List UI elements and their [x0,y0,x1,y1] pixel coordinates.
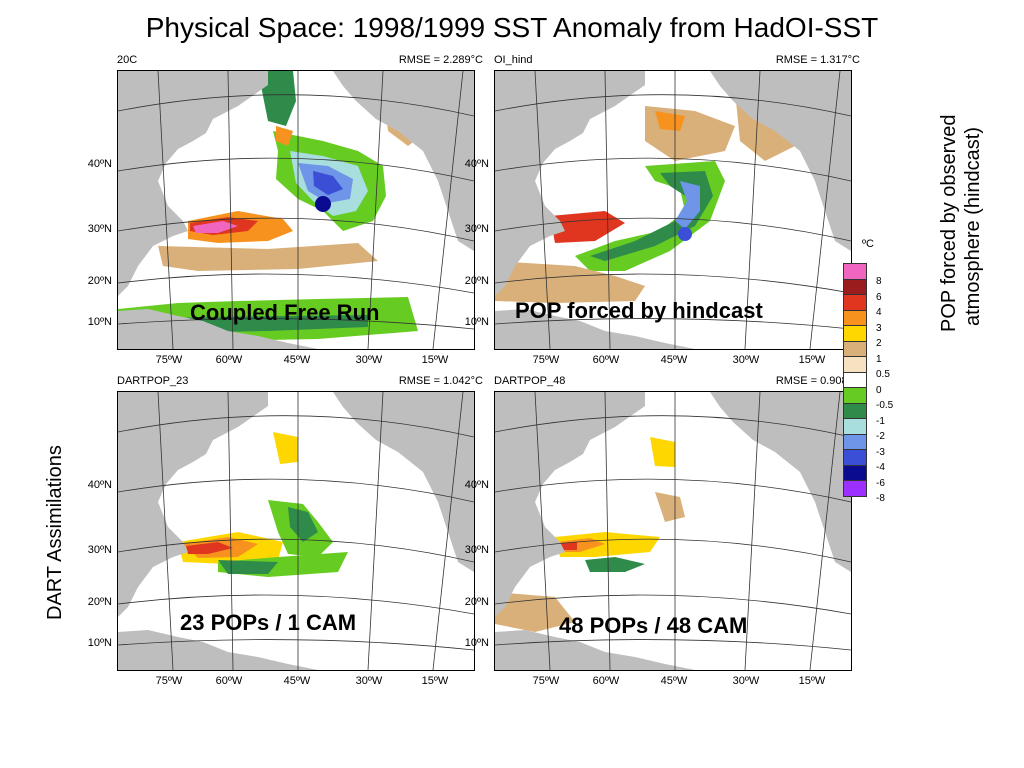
lat-tick-label: 20ºN [87,275,112,287]
colorbar-tick-label: 1 [876,353,882,365]
colorbar-swatch [843,418,867,435]
lon-tick-label: 30ºW [732,675,760,687]
lon-tick-label: 75ºW [155,354,183,366]
panel-overlay-label: 48 POPs / 48 CAM [559,613,748,638]
colorbar-tick-label: -4 [876,462,885,473]
page-title: Physical Space: 1998/1999 SST Anomaly fr… [145,12,879,43]
panel-name: 20C [117,54,138,66]
lat-tick-label: 30ºN [464,544,489,556]
colorbar-unit: ºC [862,238,874,250]
colorbar-tick-label: 3 [876,322,882,334]
colorbar-swatch [843,387,867,404]
panel-overlay-label: 23 POPs / 1 CAM [180,610,357,635]
colorbar-swatch [843,480,867,497]
panel-overlay-label: Coupled Free Run [190,300,380,325]
colorbar-tick-label: 0 [876,384,882,396]
colorbar-tick-label: 0.5 [876,369,890,380]
panel-overlay-label: POP forced by hindcast [515,298,763,323]
colorbar-swatch [843,340,867,357]
colorbar-swatch [843,356,867,373]
colorbar-swatch [843,464,867,481]
lon-tick-label: 30ºW [732,354,760,366]
colorbar [843,263,867,497]
lon-tick-label: 60ºW [215,354,243,366]
lon-tick-label: 15ºW [798,675,826,687]
colorbar-tick-label: -3 [876,446,885,458]
lon-tick-label: 75ºW [155,675,183,687]
lat-tick-label: 40ºN [464,158,489,170]
colorbar-tick-label: -6 [876,477,885,489]
colorbar-tick-label: 2 [876,338,882,349]
sst-anomaly-map [494,391,852,671]
lat-tick-label: 10ºN [464,637,489,649]
colorbar-tick-label: -1 [876,415,885,427]
lat-tick-label: 20ºN [464,275,489,287]
lat-tick-label: 20ºN [87,596,112,608]
lon-tick-label: 30ºW [355,354,383,366]
panel-rmse: RMSE = 1.042°C [398,375,483,387]
colorbar-tick-label: 8 [876,276,882,287]
lon-tick-label: 45ºW [283,354,311,366]
colorbar-swatch [843,325,867,342]
colorbar-swatch [843,263,867,280]
colorbar-tick-label: 4 [876,307,882,318]
lon-tick-label: 15ºW [798,354,826,366]
colorbar-tick-label: 6 [876,291,882,303]
right-axis-label-line2: atmosphere (hindcast) [962,127,984,326]
panel-name: OI_hind [494,54,533,66]
left-axis-label: DART Assimilations [44,445,66,620]
lon-tick-label: 75ºW [532,675,560,687]
lat-tick-label: 40ºN [464,479,489,491]
lon-tick-label: 45ºW [283,675,311,687]
colorbar-swatch [843,402,867,419]
lon-tick-label: 15ºW [421,675,449,687]
lat-tick-label: 30ºN [464,223,489,235]
sst-anomaly-map [494,70,852,350]
panel-name: DARTPOP_23 [117,375,189,387]
lat-tick-label: 10ºN [87,316,112,328]
colorbar-swatch [843,433,867,450]
lon-tick-label: 60ºW [592,675,620,687]
lon-tick-label: 45ºW [660,354,688,366]
colorbar-swatch [843,371,867,388]
lat-tick-label: 10ºN [464,316,489,328]
lat-tick-label: 10ºN [87,637,112,649]
lon-tick-label: 75ºW [532,354,560,366]
lon-tick-label: 30ºW [355,675,383,687]
colorbar-swatch [843,309,867,326]
colorbar-swatch [843,294,867,311]
colorbar-tick-label: -0.5 [876,400,894,411]
panel-name: DARTPOP_48 [494,375,566,387]
lon-tick-label: 45ºW [660,675,688,687]
lon-tick-label: 60ºW [592,354,620,366]
lat-tick-label: 30ºN [87,544,112,556]
panel-rmse: RMSE = 1.317°C [775,54,860,66]
colorbar-swatch [843,278,867,295]
lon-tick-label: 60ºW [215,675,243,687]
lat-tick-label: 30ºN [87,223,112,235]
panel-rmse: RMSE = 0.908°C [775,375,860,387]
colorbar-swatch [843,449,867,466]
sst-anomaly-map [117,70,475,350]
lon-tick-label: 15ºW [421,354,449,366]
colorbar-tick-label: -2 [876,431,885,442]
right-axis-label-line1: POP forced by observed [938,114,960,332]
lat-tick-label: 40ºN [87,158,112,170]
sst-anomaly-map [117,391,475,671]
panel-rmse: RMSE = 2.289°C [398,54,483,66]
lat-tick-label: 40ºN [87,479,112,491]
lat-tick-label: 20ºN [464,596,489,608]
colorbar-tick-label: -8 [876,493,885,504]
